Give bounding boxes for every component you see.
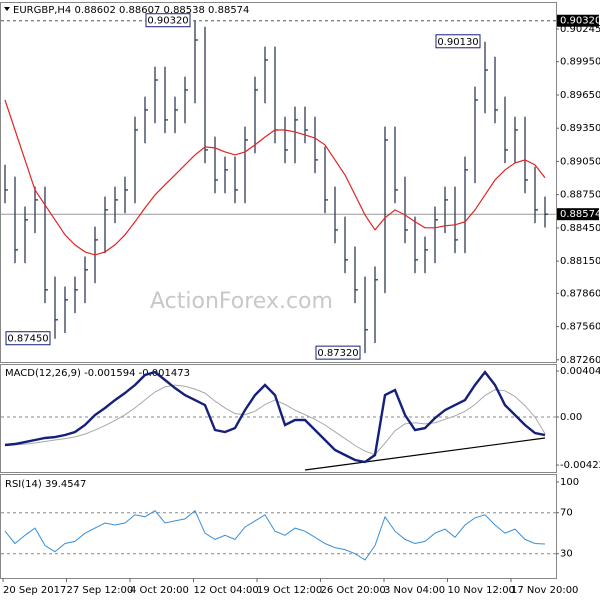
signal-line [4,384,546,456]
axis-badge [557,14,599,27]
macd-panel [0,364,557,473]
y-tick-label: 0.87560 [560,322,600,333]
x-tick-label: 12 Oct 04:00 [194,585,259,596]
macd-title: MACD(12,26,9) -0.001594 -0.001473 [5,368,190,379]
macd-line [4,370,546,464]
annotation-box [5,331,51,346]
trend-line [304,437,546,471]
y-tick-label: 0.89650 [560,90,600,101]
annotation-box [435,34,481,49]
annotation-label: 0.87320 [317,348,358,359]
y-tick-label: 0.89350 [560,123,600,134]
y-tick-label: 0.87260 [560,355,600,366]
watermark: ActionForex.com [150,289,333,314]
price-panel [0,2,557,363]
axis-badge [557,208,599,221]
y-tick-label: 0.00 [560,412,582,423]
rsi-line [4,509,546,561]
y-tick-label: 0.90245 [560,24,600,35]
annotation-label: 0.90130 [437,37,478,48]
annotation-box [145,13,191,28]
y-tick-label: 70 [560,508,573,519]
x-tick-label: 17 Nov 20:00 [511,585,578,596]
y-tick-label: 0.89050 [560,156,600,167]
x-tick-label: 20 Sep 2017 [3,585,66,596]
y-tick-label: 0.89950 [560,57,600,68]
y-tick-label: 100 [560,477,579,488]
y-tick-label: 0.88750 [560,190,600,201]
x-tick-label: 3 Nov 04:00 [384,585,445,596]
moving-average [4,99,546,256]
y-tick-label: 0.88150 [560,256,600,267]
x-tick-label: 26 Oct 20:00 [321,585,386,596]
rsi-panel [0,474,557,579]
rsi-title: RSI(14) 39.4547 [5,479,86,490]
y-tick-label: 30 [560,549,573,560]
price-title: EURGBP,H4 0.88602 0.88607 0.88538 0.8857… [13,5,249,16]
y-tick-label: -0.004221 [560,460,600,471]
x-tick-label: 19 Oct 12:00 [257,585,322,596]
x-tick-label: 4 Oct 20:00 [130,585,189,596]
axis-badge-label: 0.90320 [560,16,600,27]
y-tick-label: 0.00404 [560,366,600,377]
annotation-box [315,345,361,360]
x-tick-label: 10 Nov 12:00 [448,585,515,596]
axis-badge-label: 0.88574 [560,209,600,220]
y-tick-label: 0.87860 [560,288,600,299]
annotation-label: 0.87450 [7,334,48,345]
annotation-label: 0.90320 [147,16,188,27]
x-tick-label: 27 Sep 12:00 [67,585,134,596]
y-tick-label: 0.88450 [560,223,600,234]
menu-arrow [4,7,10,11]
